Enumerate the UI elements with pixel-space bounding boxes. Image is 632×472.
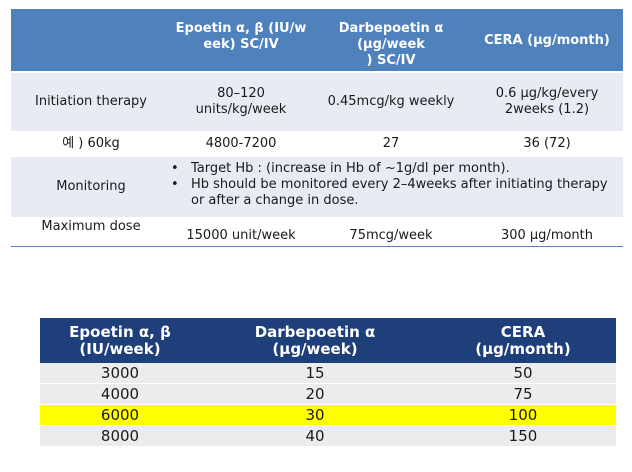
dosing-table-header-row: Epoetin α, β (IU/w eek) SC/IV Darbepoetin…: [11, 9, 623, 71]
monitoring-bullet: • Hb should be monitored every 2–4weeks a…: [171, 177, 608, 208]
maximum-cera: 300 μg/month: [500, 228, 594, 243]
header-blank-cell: [11, 9, 171, 71]
darbepoetin-value: 40: [305, 427, 325, 445]
cera-value: 50: [513, 364, 533, 382]
darbepoetin-value: 20: [305, 385, 325, 403]
monitoring-bullet-list: • Target Hb : (increase in Hb of ~1g/dl p…: [169, 161, 609, 209]
row-monitoring: Monitoring • Target Hb : (increase in Hb …: [11, 157, 623, 217]
darbepoetin-value: 30: [305, 406, 325, 424]
initiation-cera: 0.6 μg/kg/every 2weeks (1.2): [495, 86, 599, 117]
header-darbepoetin: Darbepoetin α (μg/week): [254, 322, 376, 358]
initiation-epoetin: 80–120 units/kg/week: [195, 86, 287, 117]
row-maximum-dose: Maximum dose 15000 unit/week 75mcg/week …: [11, 217, 623, 247]
initiation-darbepoetin: 0.45mcg/kg weekly: [327, 94, 455, 109]
bullet-icon: •: [171, 161, 179, 176]
monitoring-bullet: • Target Hb : (increase in Hb of ~1g/dl p…: [171, 161, 510, 176]
darbepoetin-value: 15: [305, 364, 325, 382]
epoetin-value: 3000: [100, 364, 140, 382]
conversion-row: 3000 15 50: [40, 363, 616, 383]
example-cera: 36 (72): [523, 136, 571, 151]
row-initiation-therapy: Initiation therapy 80–120 units/kg/week 0…: [11, 71, 623, 131]
row-label: 예 ) 60kg: [62, 136, 120, 151]
conversion-row: 6000 30 100: [40, 405, 616, 425]
maximum-epoetin: 15000 unit/week: [186, 228, 296, 243]
cera-value: 100: [508, 406, 538, 424]
dosing-table: Epoetin α, β (IU/w eek) SC/IV Darbepoetin…: [11, 9, 623, 247]
header-cera: CERA (μg/month): [484, 33, 610, 48]
epoetin-value: 4000: [100, 385, 140, 403]
conversion-row: 4000 20 75: [40, 384, 616, 404]
header-epoetin: Epoetin α, β (IU/w eek) SC/IV: [175, 21, 307, 52]
example-epoetin: 4800-7200: [205, 136, 277, 151]
row-label: Initiation therapy: [35, 94, 147, 109]
header-epoetin: Epoetin α, β (IU/week): [69, 322, 171, 358]
epoetin-value: 6000: [100, 406, 140, 424]
header-darbepoetin: Darbepoetin α (μg/week) SC/IV: [338, 21, 444, 68]
bullet-icon: •: [171, 177, 179, 192]
cera-value: 75: [513, 385, 533, 403]
dose-conversion-table: Epoetin α, β (IU/week) Darbepoetin α (μg/w…: [40, 318, 616, 448]
conversion-header-row: Epoetin α, β (IU/week) Darbepoetin α (μg/w…: [40, 318, 616, 363]
epoetin-value: 8000: [100, 427, 140, 445]
row-example-60kg: 예 ) 60kg 4800-7200 27 36 (72): [11, 131, 623, 157]
cera-value: 150: [508, 427, 538, 445]
example-darbepoetin: 27: [382, 136, 400, 151]
conversion-row: 8000 40 150: [40, 426, 616, 446]
row-label: Maximum dose: [41, 219, 141, 234]
header-cera: CERA (μg/month): [475, 322, 571, 358]
row-label: Monitoring: [56, 179, 126, 194]
maximum-darbepoetin: 75mcg/week: [349, 228, 433, 243]
